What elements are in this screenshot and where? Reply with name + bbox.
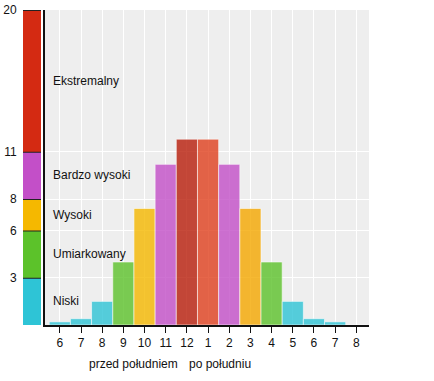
svg-text:6: 6 <box>10 224 17 238</box>
svg-text:8: 8 <box>99 336 106 350</box>
svg-text:7: 7 <box>332 336 339 350</box>
svg-text:Wysoki: Wysoki <box>53 208 92 222</box>
svg-text:3: 3 <box>247 336 254 350</box>
svg-text:przed południem: przed południem <box>89 357 178 371</box>
svg-text:6: 6 <box>56 336 63 350</box>
svg-text:8: 8 <box>353 336 360 350</box>
svg-text:12: 12 <box>180 336 194 350</box>
svg-text:10: 10 <box>138 336 152 350</box>
svg-text:1: 1 <box>205 336 212 350</box>
svg-text:11: 11 <box>4 145 17 159</box>
svg-text:4: 4 <box>268 336 275 350</box>
svg-text:8: 8 <box>10 192 17 206</box>
svg-text:7: 7 <box>78 336 85 350</box>
svg-text:3: 3 <box>10 271 17 285</box>
svg-text:Bardzo wysoki: Bardzo wysoki <box>53 168 130 182</box>
svg-text:9: 9 <box>120 336 127 350</box>
svg-text:Umiarkowany: Umiarkowany <box>53 247 126 261</box>
svg-text:20: 20 <box>3 3 17 17</box>
svg-text:5: 5 <box>289 336 296 350</box>
svg-text:Ekstremalny: Ekstremalny <box>53 74 119 88</box>
svg-text:po południu: po południu <box>189 357 251 371</box>
svg-text:2: 2 <box>226 336 233 350</box>
svg-text:6: 6 <box>311 336 318 350</box>
svg-text:11: 11 <box>159 336 172 350</box>
svg-text:Niski: Niski <box>53 294 79 308</box>
